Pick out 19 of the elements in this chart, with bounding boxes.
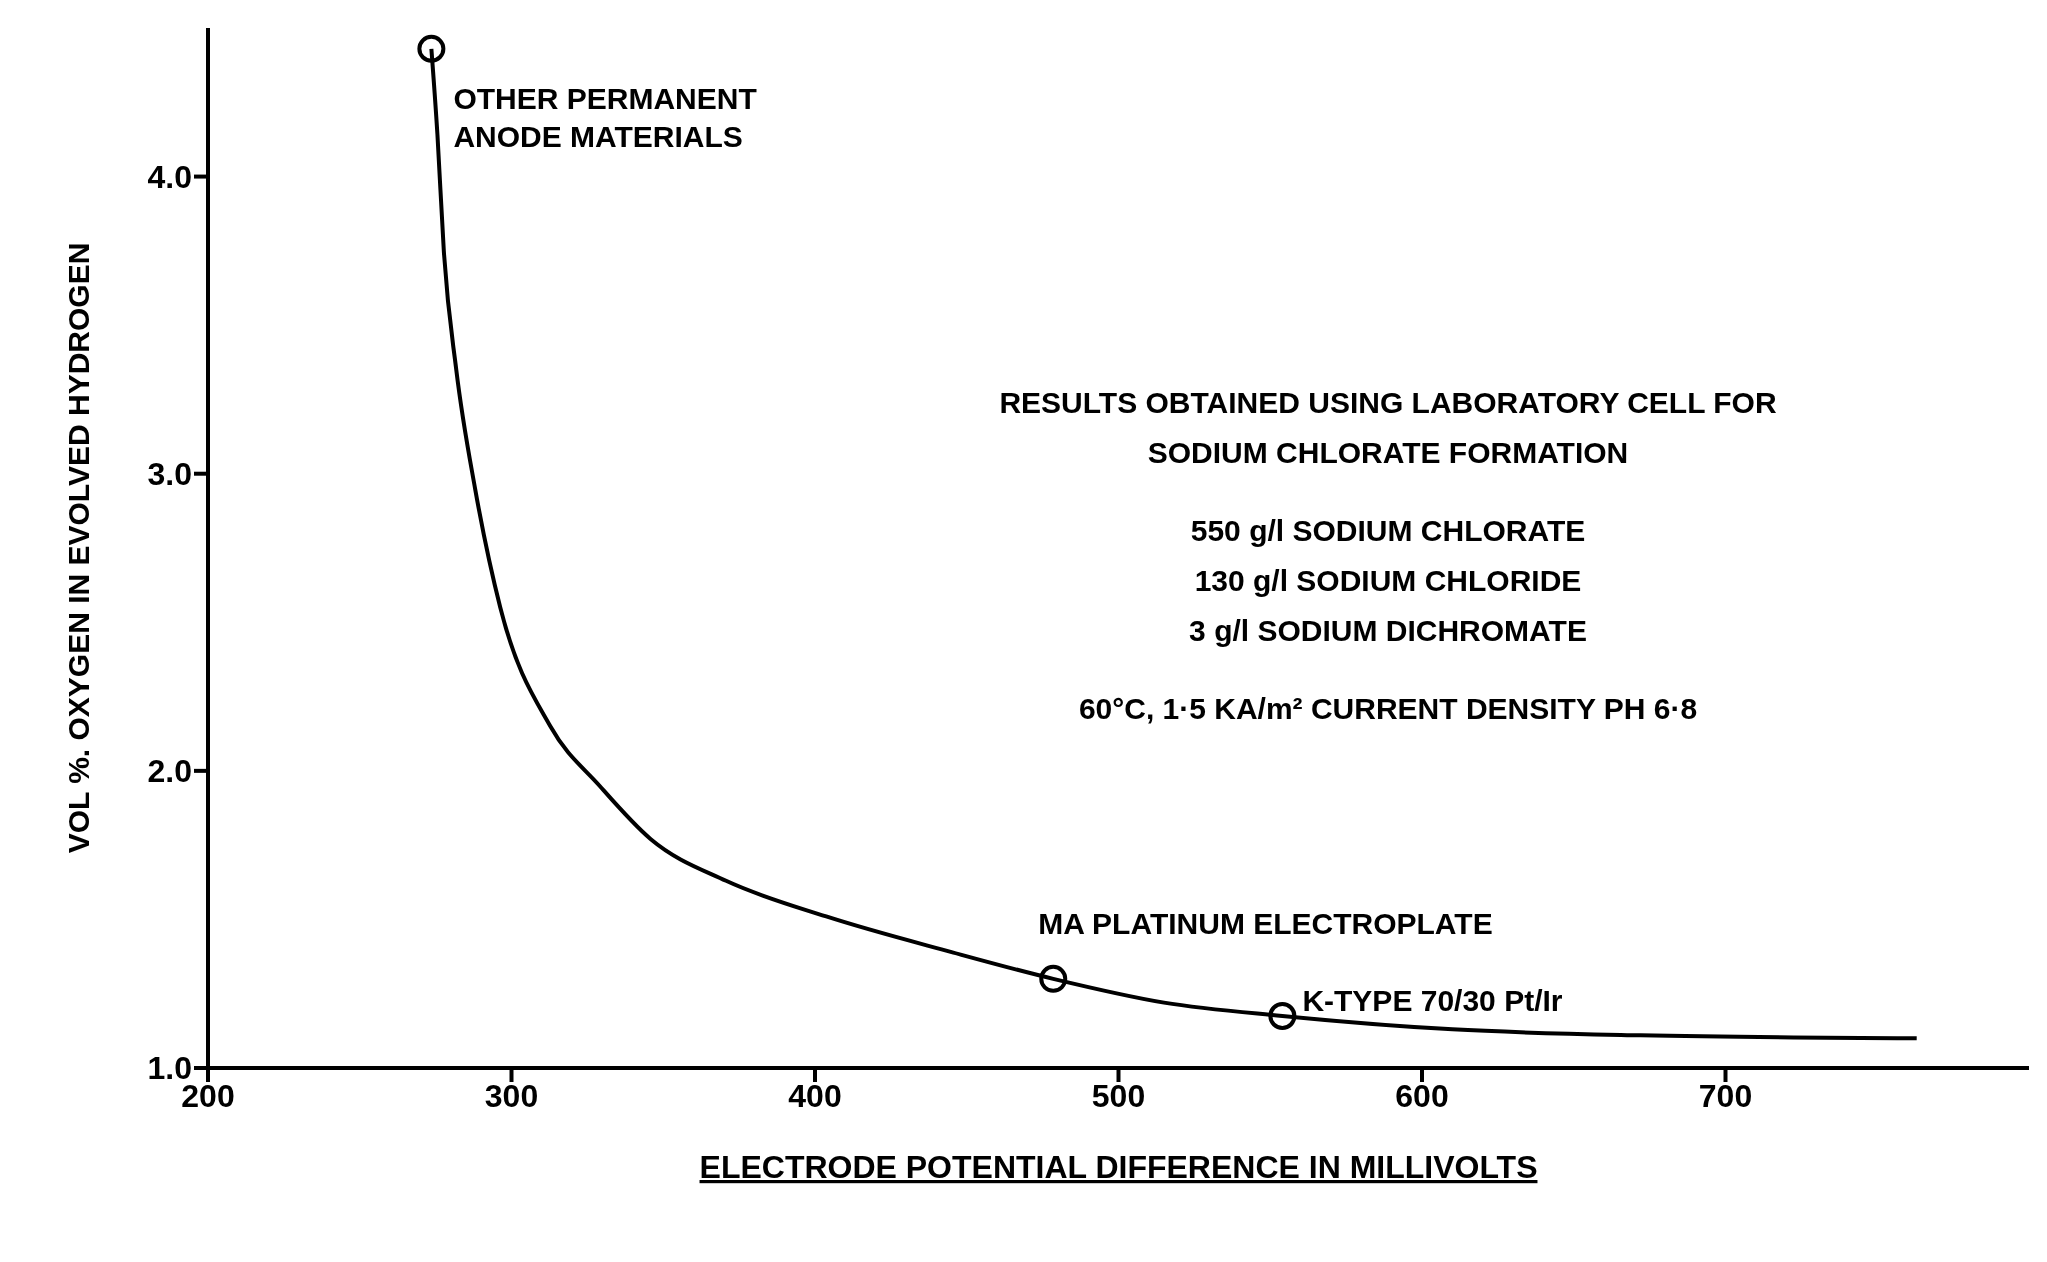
annotation: 60°C, 1·5 KA/m² CURRENT DENSITY PH 6·8 [1077,691,1699,727]
y-axis-title: VOL %. OXYGEN IN EVOLVED HYDROGEN [61,242,95,854]
annotation: MA PLATINUM ELECTROPLATE [1038,906,1493,940]
x-tick-label: 700 [1698,1077,1753,1114]
annotation: K-TYPE 70/30 Pt/Ir [1302,984,1563,1017]
x-tick-label: 600 [1395,1077,1449,1114]
annotation: OTHER PERMANENT ANODE MATERIALS [453,81,757,153]
point [417,34,446,63]
y-tick-label: 2.0 [147,753,192,790]
x-tick-label: 400 [788,1077,842,1114]
annotation: 550 g/l SODIUM CHLORATE 130 g/l SODIUM CHLORIDE 3 g/l SODIUM DICHROMATE [1188,513,1588,649]
point [1039,964,1068,993]
point [1268,1002,1297,1030]
x-axis-title: ELECTRODE POTENTIAL DIFFERENCE IN MILLIVOLTS [699,1149,1538,1185]
x-tick-label: 500 [1091,1077,1146,1114]
x-tick-label: 300 [484,1077,539,1114]
y-tick-label: 4.0 [147,158,192,195]
annotation: RESULTS OBTAINED USING LABORATORY CELL FOR SODIUM CHLORATE FORMATION [998,385,1778,471]
y-tick-label: 3.0 [147,456,192,493]
